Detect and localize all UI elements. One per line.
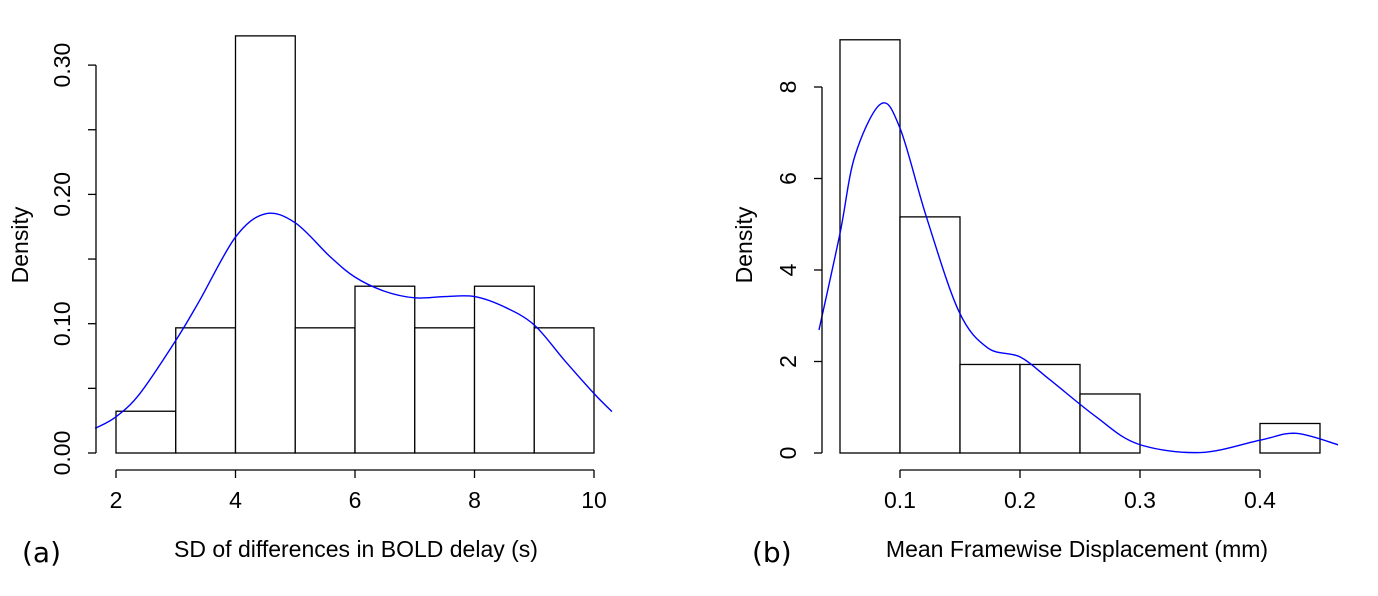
y-tick-label: 4 [775,263,801,276]
y-axis-title: Density [7,206,33,283]
y-tick-label: 0.10 [49,301,75,346]
histogram-bar [899,216,961,454]
histogram-bar [234,35,296,454]
y-tick-label: 0.30 [49,43,75,88]
x-tick-label: 0.2 [1004,487,1036,513]
histogram-bar [1079,393,1141,454]
histogram-bar [354,285,416,454]
x-tick-label: 10 [581,487,607,513]
y-tick-label: 2 [775,355,801,368]
x-axis-title: Mean Framewise Displacement (mm) [886,536,1268,562]
histogram-bar [533,327,595,454]
x-axis-title: SD of differences in BOLD delay (s) [174,536,538,562]
histogram-bar [839,39,901,454]
histogram-bar [959,363,1021,454]
x-tick-label: 4 [229,487,242,513]
x-tick-label: 2 [110,487,123,513]
histogram-bar [1019,363,1081,454]
y-tick-label: 0 [775,447,801,460]
histogram-bar [473,285,535,454]
panel-label: (a) [22,536,61,569]
y-axis-title: Density [731,206,757,283]
x-tick-label: 0.4 [1244,487,1276,513]
y-tick-label: 6 [775,172,801,185]
y-tick-label: 0.20 [49,172,75,217]
histogram-panel-a: Density SD of differences in BOLD delay … [7,35,613,569]
density-curve [818,102,1339,454]
histogram-panel-b: Density Mean Framewise Displacement (mm)… [731,39,1339,569]
y-tick-label: 8 [775,81,801,94]
histogram-bar [294,327,356,454]
x-tick-label: 8 [468,487,481,513]
density-curve [94,212,613,430]
x-tick-label: 0.3 [1124,487,1156,513]
x-tick-label: 0.1 [884,487,916,513]
y-tick-label: 0.00 [49,431,75,476]
histogram-bar [175,327,237,454]
histogram-bar [115,410,177,454]
x-tick-label: 6 [349,487,362,513]
panel-label: (b) [752,536,792,569]
histogram-bar [414,327,476,454]
